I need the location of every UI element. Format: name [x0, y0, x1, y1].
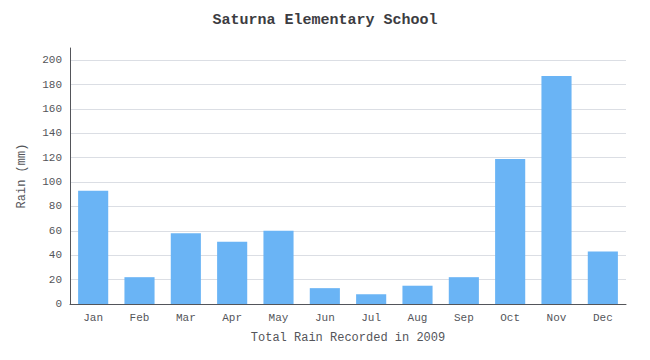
svg-text:Mar: Mar [176, 312, 196, 324]
svg-text:180: 180 [42, 79, 62, 91]
svg-text:Rain (mm): Rain (mm) [15, 144, 29, 209]
svg-text:40: 40 [49, 249, 62, 261]
svg-text:Jul: Jul [361, 312, 381, 324]
svg-text:Feb: Feb [130, 312, 150, 324]
svg-text:20: 20 [49, 274, 62, 286]
svg-text:Jan: Jan [83, 312, 103, 324]
svg-text:160: 160 [42, 103, 62, 115]
svg-text:Jun: Jun [315, 312, 335, 324]
svg-text:120: 120 [42, 152, 62, 164]
svg-text:0: 0 [55, 298, 62, 310]
svg-text:200: 200 [42, 54, 62, 66]
svg-text:Apr: Apr [222, 312, 242, 324]
svg-text:Dec: Dec [593, 312, 613, 324]
svg-text:60: 60 [49, 225, 62, 237]
svg-text:100: 100 [42, 176, 62, 188]
svg-text:Oct: Oct [500, 312, 520, 324]
svg-text:Saturna Elementary School: Saturna Elementary School [212, 12, 437, 29]
svg-text:May: May [269, 312, 289, 324]
svg-text:Total Rain Recorded in 2009: Total Rain Recorded in 2009 [251, 331, 445, 345]
svg-text:Aug: Aug [408, 312, 428, 324]
svg-text:140: 140 [42, 127, 62, 139]
svg-text:Sep: Sep [454, 312, 474, 324]
svg-text:80: 80 [49, 200, 62, 212]
svg-text:Nov: Nov [547, 312, 567, 324]
